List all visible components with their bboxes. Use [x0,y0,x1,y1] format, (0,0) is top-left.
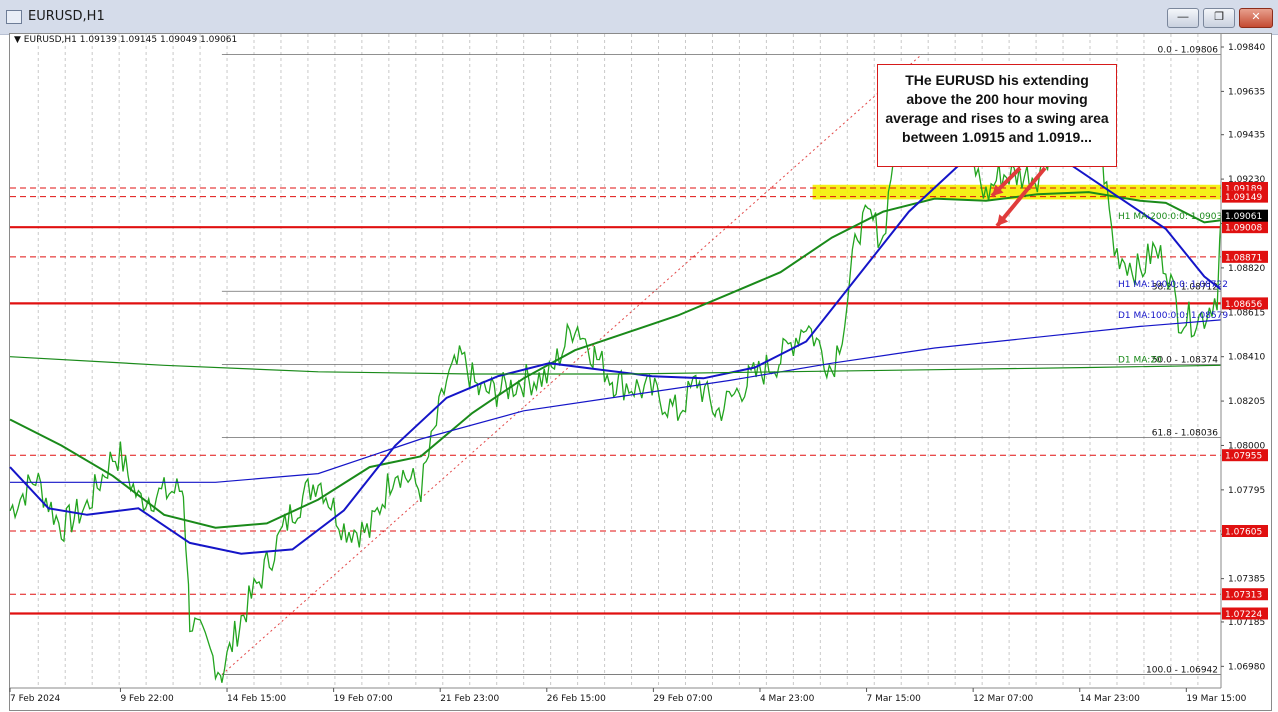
price-axis-label: 1.08205 [1228,397,1265,407]
info-ohlc: 1.09139 1.09145 1.09049 1.09061 [79,35,238,45]
time-axis-label: 14 Mar 23:00 [1080,694,1140,704]
chart-window-icon [6,10,22,24]
ma-label: D1 MA:100:0:0: 1.08579 [1118,311,1228,321]
level-price-box [1222,607,1268,620]
restore-button[interactable]: ❐ [1203,8,1235,28]
fibonacci-trend-line [221,53,923,675]
time-axis-label: 29 Feb 07:00 [653,694,712,704]
price-axis-label: 1.08615 [1228,308,1265,318]
level-price-label: 1.09189 [1225,184,1262,194]
current-price-label: 1.09061 [1225,212,1262,222]
fibonacci-level-label: 61.8 - 1.08036 [1152,429,1218,439]
level-price-label: 1.07224 [1225,610,1262,620]
fibonacci-level-label: 0.0 - 1.09806 [1158,45,1219,55]
window-title: EURUSD,H1 [28,9,105,24]
price-axis-label: 1.09435 [1228,131,1265,141]
minimize-icon: — [1177,11,1189,23]
minimize-button[interactable]: — [1167,8,1199,28]
d1-ma-100-0-0-line [10,319,1222,483]
annotation-arrowhead [997,214,1009,226]
level-price-label: 1.08871 [1225,253,1262,263]
ma-label: H1 MA:100:0:0: 1.08722 [1118,280,1228,290]
current-price-box [1222,209,1268,222]
price-axis-label: 1.07385 [1228,575,1265,585]
ma-label: D1 MA:20 [1118,355,1162,365]
level-price-box [1222,588,1268,601]
time-axis-label: 14 Feb 15:00 [227,694,286,704]
level-price-box [1222,190,1268,203]
fibonacci-level-label: 50.0 - 1.08374 [1152,355,1218,365]
time-axis-label: 26 Feb 15:00 [547,694,606,704]
price-axis-label: 1.09230 [1228,175,1265,185]
time-axis-label: 21 Feb 23:00 [440,694,499,704]
time-axis-label: 7 Mar 15:00 [867,694,922,704]
close-icon: ✕ [1251,11,1261,23]
restore-icon: ❐ [1214,11,1224,23]
time-axis-label: 19 Feb 07:00 [334,694,393,704]
level-price-box [1222,221,1268,234]
time-axis-label: 19 Mar 15:00 [1186,694,1246,704]
annotation-arrow [995,166,1047,228]
level-price-label: 1.07605 [1225,527,1262,537]
time-axis-label: 4 Mar 23:00 [760,694,815,704]
h1-ma-200-0-0-line [9,191,1222,529]
annotation-text: THe EURUSD his extending above the 200 h… [885,72,1109,145]
level-price-label: 1.07955 [1225,452,1262,462]
fibonacci-level-label: 38.2 - 1.08712 [1152,282,1218,292]
time-axis-label: 12 Mar 07:00 [973,694,1033,704]
annotation-arrowhead [992,184,1004,196]
level-price-label: 1.08656 [1225,300,1262,310]
info-symbol: EURUSD,H1 [23,35,77,45]
window-titlebar: EURUSD,H1 — ❐ ✕ [0,0,1278,35]
time-axis-label: 9 Feb 22:00 [120,694,174,704]
ma-label: H1 MA:200:0:0: 1.09037 [1118,212,1228,222]
price-axis-label: 1.09635 [1228,87,1265,97]
h1-ma-100-0-0-line [9,145,1222,555]
annotation-callout: THe EURUSD his extending above the 200 h… [877,64,1117,167]
price-candles [9,104,1222,683]
price-axis-label: 1.08000 [1228,441,1265,451]
time-axis-label: 7 Feb 2024 [10,694,61,704]
level-price-label: 1.09008 [1225,224,1262,234]
price-axis-label: 1.07795 [1228,486,1265,496]
price-axis-label: 1.08820 [1228,264,1265,274]
price-axis-label: 1.08410 [1228,353,1265,363]
fibonacci-level-label: 100.0 - 1.06942 [1146,666,1218,676]
level-price-box [1222,297,1268,310]
price-axis-label: 1.06980 [1228,662,1265,672]
info-dropdown-icon[interactable]: ▼ [14,35,21,45]
price-axis-label: 1.09840 [1228,43,1265,53]
close-button[interactable]: ✕ [1239,8,1273,28]
level-price-label: 1.07313 [1225,591,1262,601]
level-price-box [1222,524,1268,537]
price-axis-label: 1.07185 [1228,618,1265,628]
level-price-box [1222,250,1268,263]
level-price-box [1222,449,1268,462]
chart-info-line: ▼ EURUSD,H1 1.09139 1.09145 1.09049 1.09… [14,35,237,45]
d1-ma-200-line [9,356,1222,375]
level-price-label: 1.09149 [1225,193,1262,203]
